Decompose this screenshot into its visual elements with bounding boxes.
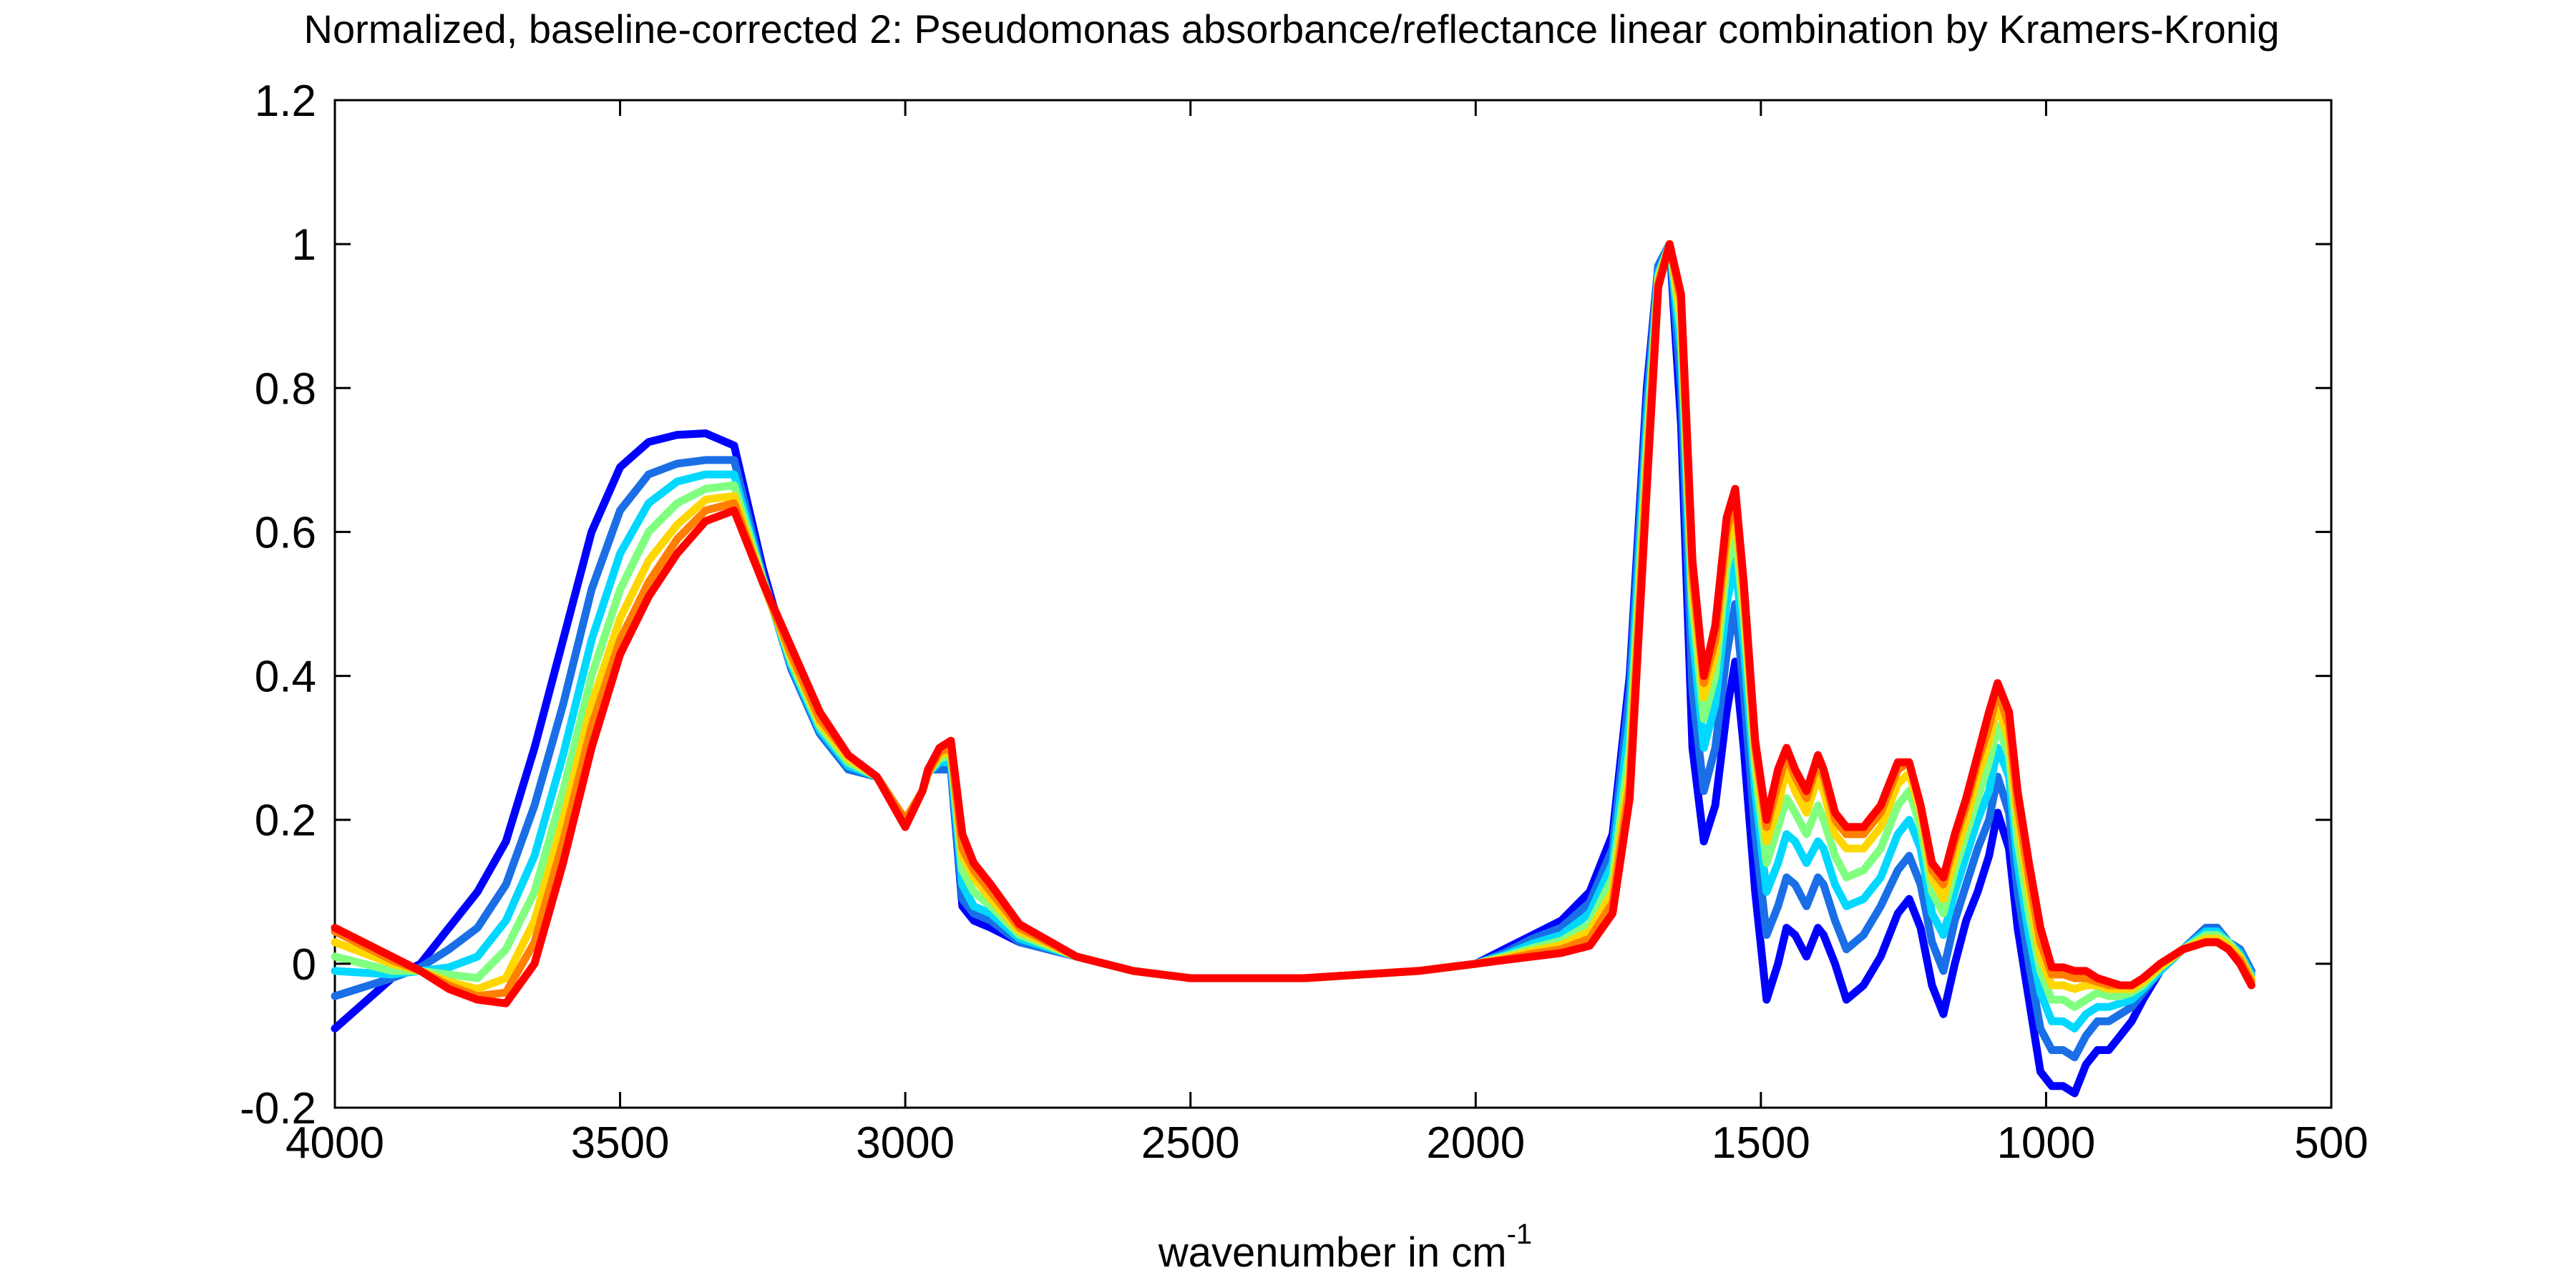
plot-frame: [333, 99, 2333, 1109]
x-axis-label-sup: -1: [1507, 1219, 1533, 1250]
x-tick-label: 3500: [571, 1118, 670, 1168]
y-tick-label: 0.8: [255, 364, 316, 414]
x-tick-labels: 4000 3500 3000 2500 2000 1500 1000 500: [286, 1118, 2368, 1168]
y-tick-label: 0.6: [255, 508, 316, 557]
chart-title: Normalized, baseline-corrected 2: Pseudo…: [304, 6, 2280, 52]
x-axis-label: wavenumber in cm-1: [1158, 1219, 1532, 1276]
y-tick-label: 0.2: [255, 796, 316, 846]
y-tick-label: 0: [292, 940, 316, 990]
y-tick-label: 1: [292, 220, 316, 270]
x-tick-label: 4000: [286, 1118, 384, 1168]
x-tick-label: 1000: [1996, 1118, 2095, 1168]
x-tick-label: 500: [2294, 1118, 2368, 1168]
x-tick-label: 2000: [1426, 1118, 1525, 1168]
x-tick-label: 3000: [856, 1118, 955, 1168]
x-tick-label: 2500: [1141, 1118, 1240, 1168]
y-tick-label: 0.4: [255, 653, 316, 702]
y-tick-label: -0.2: [240, 1084, 316, 1133]
x-tick-label: 1500: [1712, 1118, 1810, 1168]
series-line-7: [331, 240, 2255, 1008]
y-tick-label: 1.2: [255, 77, 316, 126]
ticks-layer: [333, 99, 2333, 1109]
x-axis-label-main: wavenumber in cm: [1158, 1229, 1507, 1276]
series-layer: [331, 240, 2255, 1098]
y-tick-labels: -0.2 0 0.2 0.4 0.6 0.8 1 1.2: [240, 77, 316, 1133]
